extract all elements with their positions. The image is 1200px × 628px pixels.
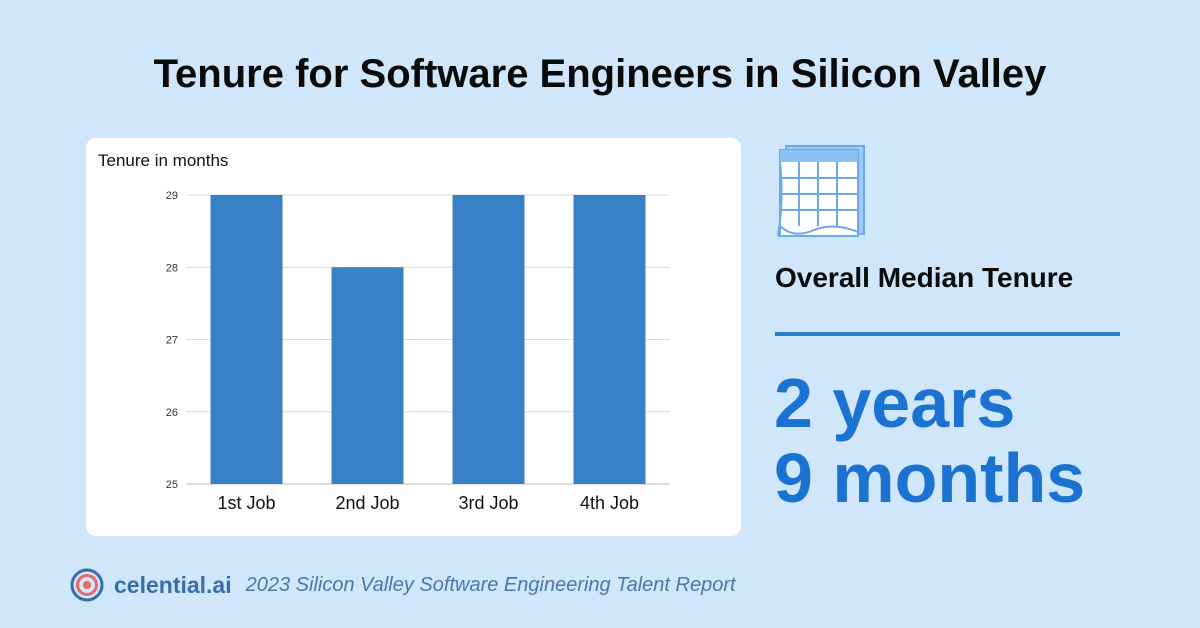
y-tick-label: 27 xyxy=(166,335,178,347)
chart-card: Tenure in months 25 26 27 28 29 1st Job 2nd Jo… xyxy=(86,138,741,536)
summary-value-years: 2 years xyxy=(774,364,1016,442)
y-tick-label: 26 xyxy=(166,407,178,419)
y-tick-label: 25 xyxy=(166,479,178,491)
summary-value: 2 years 9 months xyxy=(774,366,1085,516)
x-tick-label: 1st Job xyxy=(217,493,275,513)
bar xyxy=(331,267,404,484)
bar xyxy=(573,195,646,484)
summary-label: Overall Median Tenure xyxy=(775,262,1074,293)
bar-chart: 25 26 27 28 29 1st Job 2nd Job 3rd Job 4th Job xyxy=(166,190,670,513)
bar xyxy=(452,195,525,484)
footer: celential.ai 2023 Silicon Valley Softwar… xyxy=(70,567,736,603)
brand-name: celential.ai xyxy=(114,571,232,598)
calendar-icon xyxy=(774,144,866,240)
y-axis-label: Tenure in months xyxy=(98,151,229,170)
target-logo-icon xyxy=(70,568,104,602)
y-tick-label: 28 xyxy=(166,262,178,274)
page-title: Tenure for Software Engineers in Silicon… xyxy=(153,52,1047,96)
summary-divider xyxy=(775,332,1120,336)
y-tick-label: 29 xyxy=(166,190,178,202)
report-title: 2023 Silicon Valley Software Engineering… xyxy=(245,573,736,596)
x-tick-label: 2nd Job xyxy=(335,493,399,513)
x-tick-label: 3rd Job xyxy=(458,493,518,513)
bar xyxy=(210,195,283,484)
x-tick-label: 4th Job xyxy=(580,493,639,513)
summary-value-months: 9 months xyxy=(774,439,1086,517)
